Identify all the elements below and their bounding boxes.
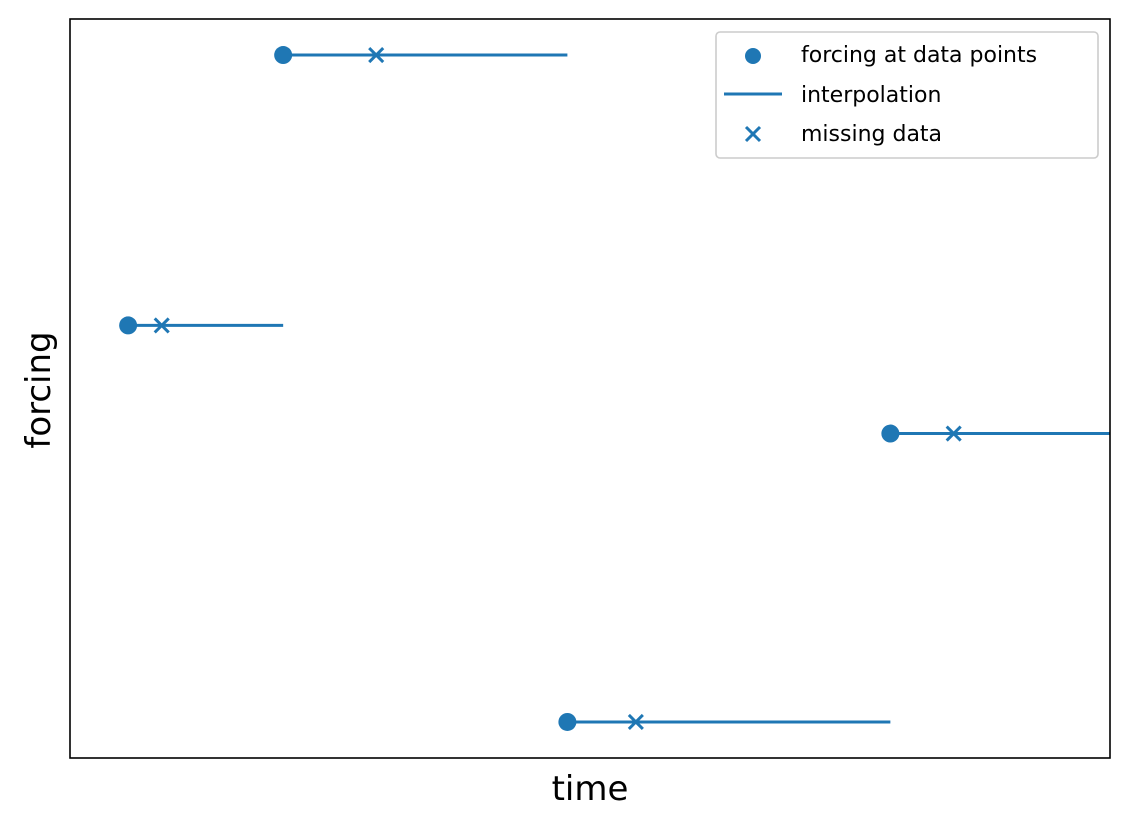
legend-marker-x [744,125,762,143]
missing-data-marker-1-stroke [153,317,170,334]
missing-data-marker-3-stroke [627,713,644,731]
y-axis-label: forcing [19,331,59,448]
legend-label-missing: missing data [801,122,942,147]
missing-data-markers [153,46,962,731]
data-point-markers [119,46,900,731]
interpolation-lines [128,53,1110,724]
missing-data-marker-3 [627,713,644,731]
legend-marker-circle [745,48,761,64]
legend: forcing at data points interpolation mis… [715,31,1099,159]
missing-data-marker-4 [945,425,962,442]
missing-data-marker-1 [153,317,170,334]
legend-x-glyph [744,125,762,143]
missing-data-marker-4-stroke [945,425,962,442]
x-axis-label: time [552,769,629,809]
legend-label-interpolation: interpolation [801,83,941,108]
data-point-1 [119,316,138,335]
data-point-4 [881,424,900,443]
legend-box [715,31,1099,159]
missing-data-marker-2 [368,46,385,64]
plot-frame [69,18,1111,759]
data-point-2 [274,46,293,65]
legend-label-points: forcing at data points [801,43,1037,68]
missing-data-marker-2-stroke [368,46,385,64]
data-point-3 [558,712,577,731]
legend-x-glyph-stroke [744,125,762,143]
